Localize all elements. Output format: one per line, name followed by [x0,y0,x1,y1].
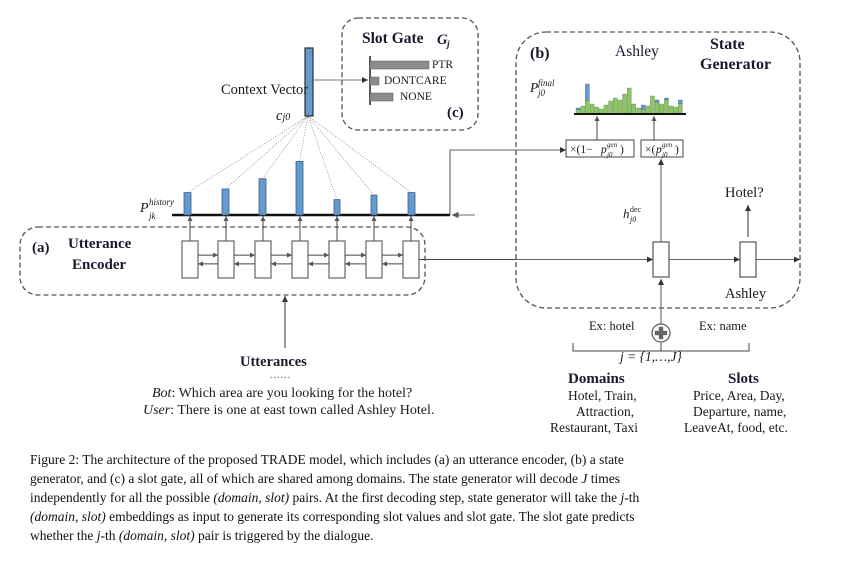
svg-text:×(1−: ×(1− [570,144,593,156]
svg-text:Domains: Domains [568,371,625,387]
svg-text:j0: j0 [537,88,546,98]
svg-text:independently for all the poss: independently for all the possible (doma… [30,490,640,505]
svg-text:gen: gen [607,141,618,149]
svg-text:(domain, slot) embeddings as i: (domain, slot) embeddings as input to ge… [30,509,635,524]
svg-text:cj0: cj0 [276,108,290,124]
svg-text:): ) [675,144,679,156]
svg-text:State: State [710,36,745,53]
svg-text:Ex: hotel: Ex: hotel [589,319,635,333]
svg-text:×(: ×( [645,144,655,156]
svg-text:Slots: Slots [728,371,759,387]
svg-text:User: There is one at east tow: User: There is one at east town called A… [143,403,434,418]
svg-text:P: P [139,201,149,216]
svg-text:Attraction,: Attraction, [576,404,634,419]
svg-text:Bot: Which area are you lookin: Bot: Which area are you looking for the … [152,386,412,401]
svg-text:NONE: NONE [400,91,432,103]
svg-text:whether the j-th (domain, slot: whether the j-th (domain, slot) pair is … [30,528,373,543]
svg-text:(a): (a) [32,240,50,256]
svg-text:final: final [538,78,555,88]
svg-text:(c): (c) [447,105,464,121]
svg-text:LeaveAt, food, etc.: LeaveAt, food, etc. [684,420,788,435]
svg-text:j = {1,…,J}: j = {1,…,J} [618,349,683,364]
svg-text:j0: j0 [629,215,636,224]
svg-text:Encoder: Encoder [72,257,127,273]
svg-text:dec: dec [630,205,642,214]
svg-text:gen: gen [662,141,673,149]
svg-text:Slot Gate: Slot Gate [362,30,424,47]
svg-text:(b): (b) [530,45,550,62]
svg-text:Utterances: Utterances [240,354,307,370]
svg-text:PTR: PTR [432,59,453,71]
svg-text:p: p [600,144,607,156]
svg-text:Context Vector: Context Vector [221,82,308,98]
svg-text:history: history [149,197,174,207]
svg-text:Ex: name: Ex: name [699,319,747,333]
svg-text:Hotel?: Hotel? [725,185,764,201]
svg-text:j0: j0 [606,151,613,159]
svg-text:jk: jk [148,211,157,221]
svg-text:): ) [620,144,624,156]
svg-text:Figure 2: The architecture of: Figure 2: The architecture of the propos… [30,452,624,467]
svg-text:j0: j0 [661,151,668,159]
svg-text:p: p [655,144,662,156]
svg-text:Utterance: Utterance [68,236,132,252]
svg-text:Departure, name,: Departure, name, [693,404,786,419]
svg-text:DONTCARE: DONTCARE [384,75,447,87]
svg-text:Ashley: Ashley [725,286,767,302]
svg-text:generator, and (c) a slot gate: generator, and (c) a slot gate, all of w… [30,471,620,486]
svg-text:h: h [623,206,630,221]
svg-text:Price, Area, Day,: Price, Area, Day, [693,388,785,403]
svg-text:Hotel, Train,: Hotel, Train, [568,388,637,403]
svg-text:Restaurant, Taxi: Restaurant, Taxi [550,420,638,435]
svg-text:Generator: Generator [700,56,771,73]
svg-text:Ashley: Ashley [615,43,659,60]
svg-text:......: ...... [270,370,291,381]
svg-text:P: P [529,80,538,95]
